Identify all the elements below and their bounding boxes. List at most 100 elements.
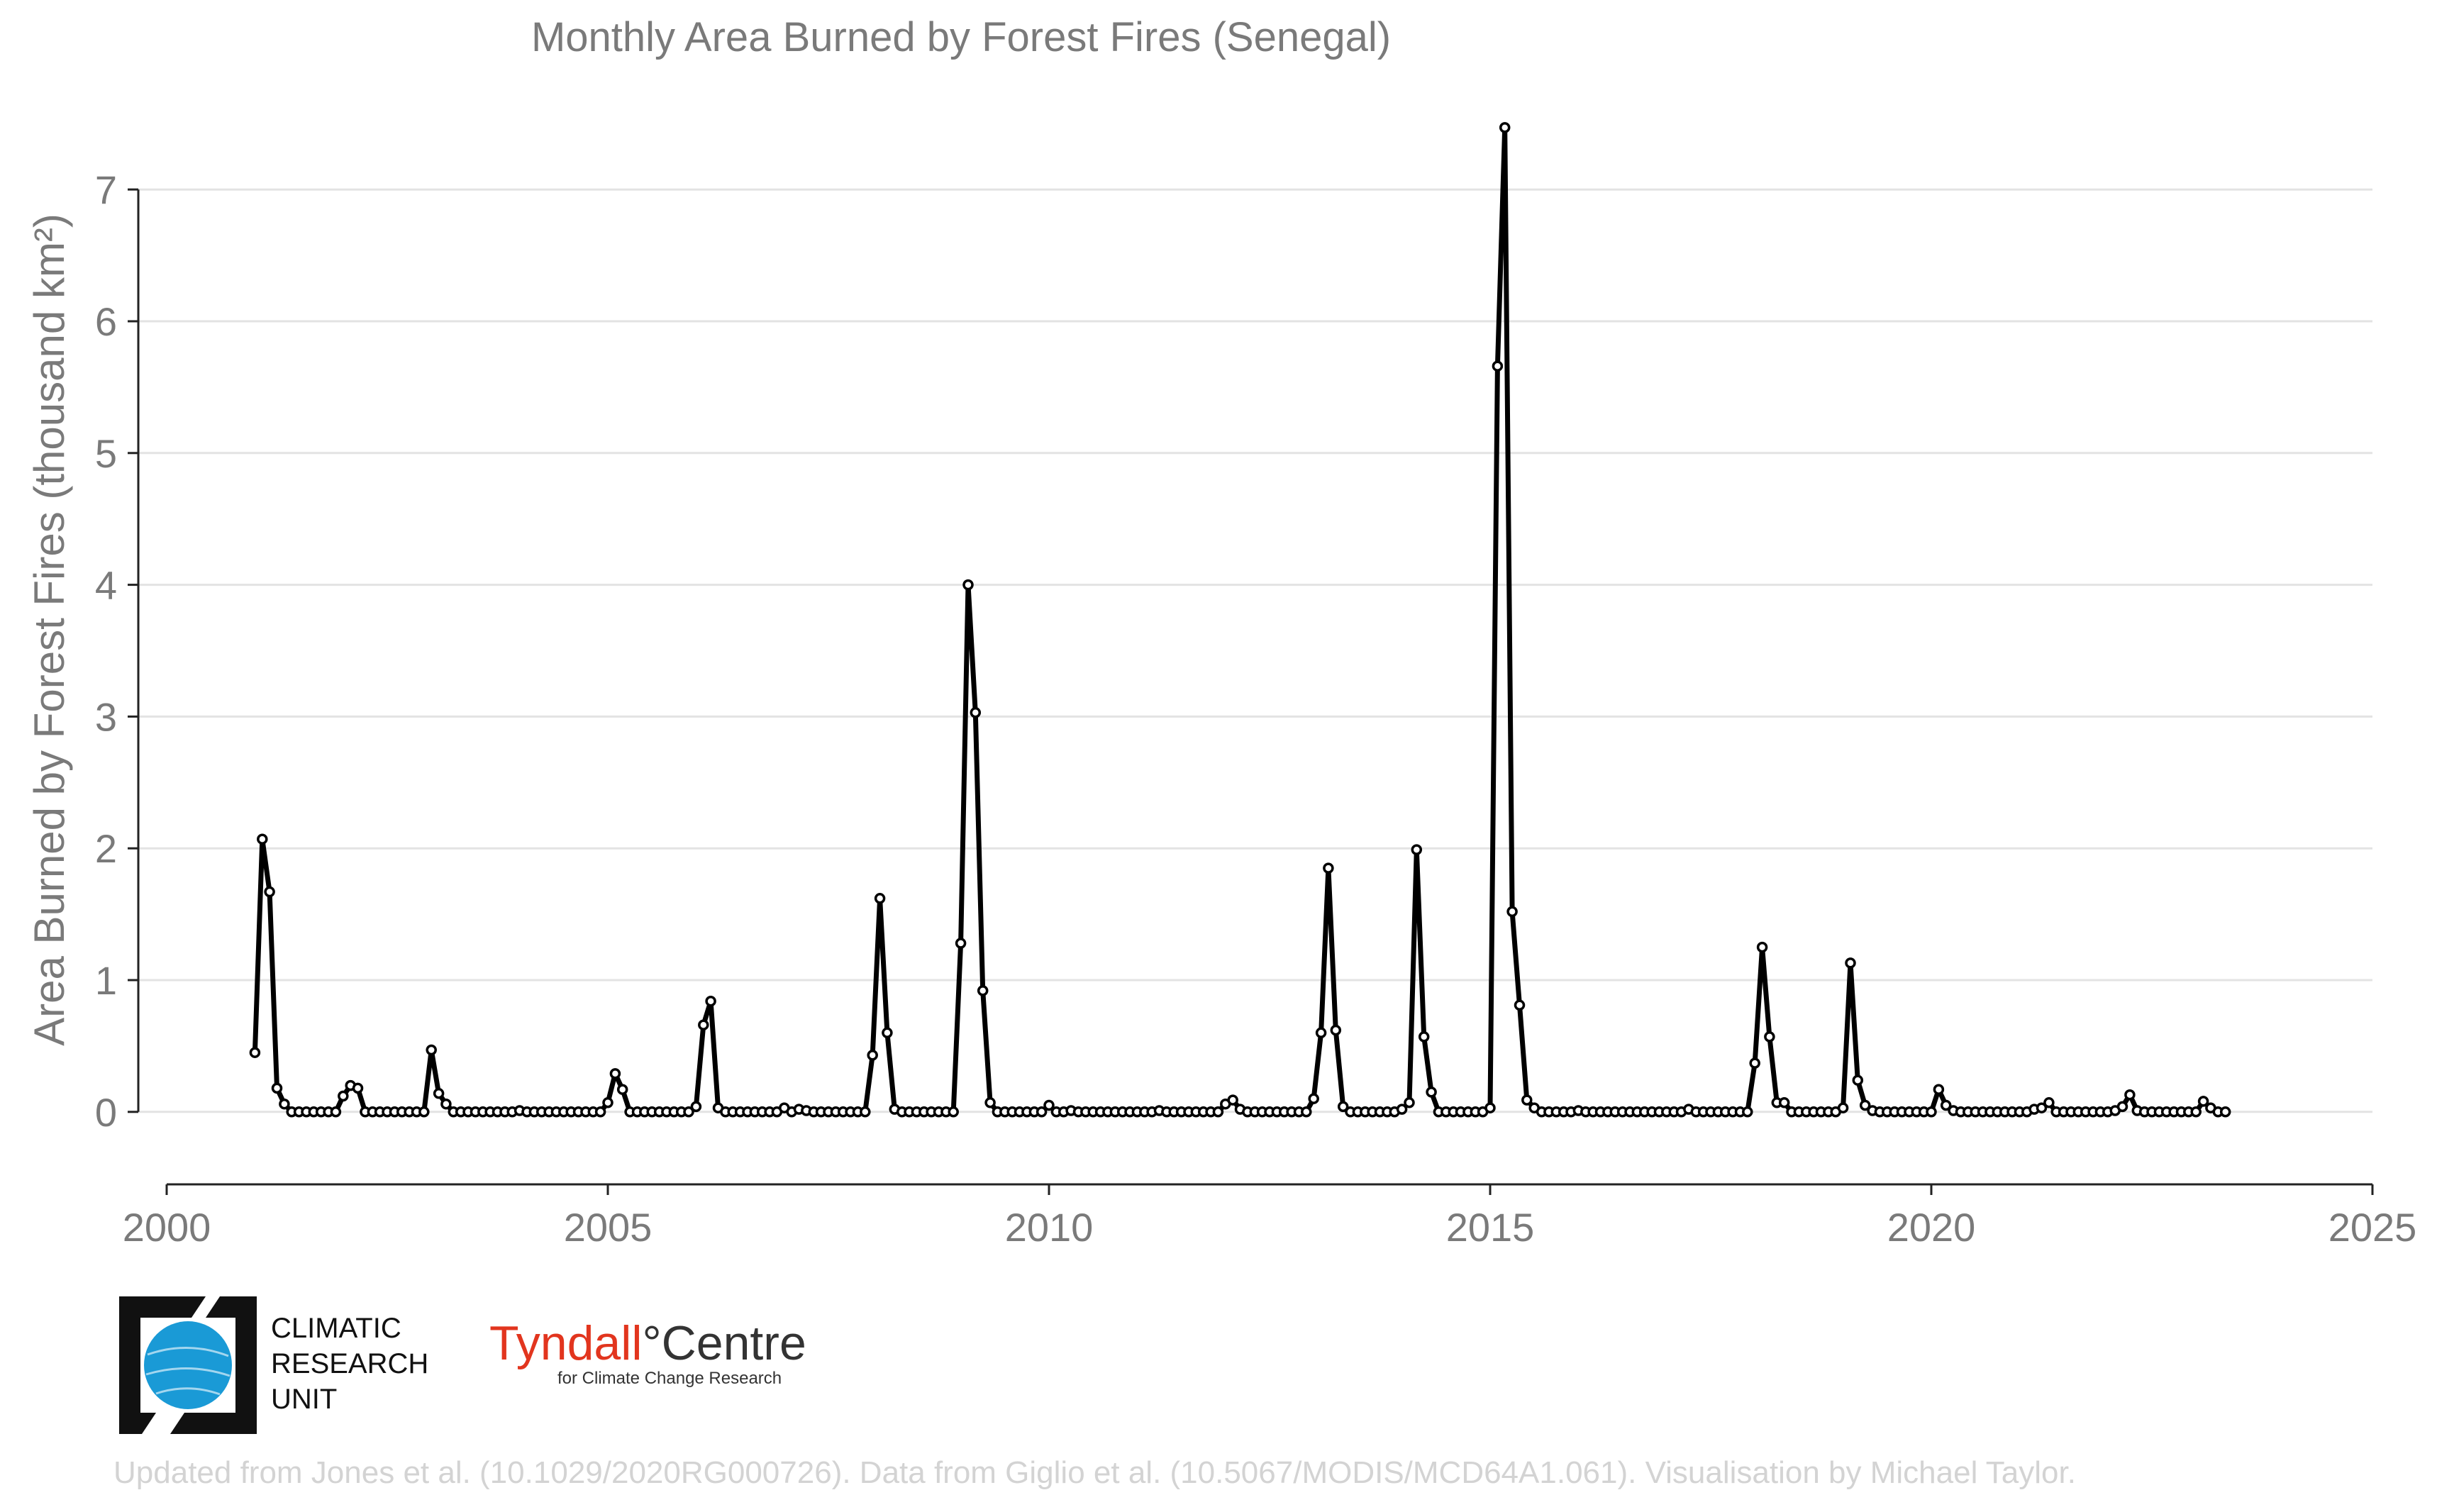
data-point: [690, 1101, 702, 1113]
tyndall-centre: Centre: [661, 1316, 806, 1370]
x-tick-label-2015: 2015: [1446, 1205, 1535, 1250]
data-point: [352, 1082, 364, 1094]
data-point: [1308, 1093, 1319, 1104]
data-point: [338, 1090, 349, 1102]
data-point: [2197, 1096, 2209, 1107]
data-point: [257, 833, 268, 845]
data-point: [2219, 1106, 2231, 1118]
data-point: [962, 579, 974, 591]
data-point: [683, 1106, 694, 1118]
data-point: [433, 1088, 445, 1099]
data-point: [1212, 1106, 1224, 1118]
axes: [137, 189, 2372, 1186]
data-point: [984, 1097, 996, 1108]
y-tick-label-3: 3: [95, 694, 117, 739]
y-axis-label: Area Burned by Forest Fires (thousand km…: [26, 213, 73, 1046]
x-axis-ticks: 2000 2005 2010 2015 2020 2025: [123, 1184, 2417, 1250]
data-point: [1778, 1097, 1790, 1108]
data-point: [1521, 1094, 1533, 1106]
chart: Monthly Area Burned by Forest Fires (Sen…: [26, 14, 2417, 1250]
y-tick-label-7: 7: [95, 167, 117, 212]
data-point: [1742, 1106, 1753, 1118]
data-point: [705, 995, 716, 1007]
data-point: [970, 707, 982, 718]
data-point: [698, 1019, 709, 1030]
data-point: [418, 1106, 430, 1118]
data-point: [1756, 941, 1768, 953]
credit-text: Updated from Jones et al. (10.1029/2020R…: [113, 1455, 2076, 1490]
data-point: [1227, 1094, 1238, 1106]
data-point: [1492, 360, 1504, 372]
data-point: [1323, 862, 1334, 874]
data-point: [1330, 1024, 1342, 1036]
data-point: [1426, 1086, 1437, 1098]
data-point: [271, 1082, 283, 1094]
data-point: [1940, 1099, 1952, 1111]
data-point: [2190, 1106, 2202, 1118]
data-point: [1852, 1074, 1864, 1086]
data-point: [1411, 844, 1423, 855]
x-tick-label-2005: 2005: [564, 1205, 653, 1250]
data-point: [1315, 1027, 1327, 1039]
data-point: [1764, 1031, 1775, 1043]
cru-line-1: CLIMATIC: [271, 1313, 401, 1344]
data-point: [1749, 1057, 1760, 1069]
gridlines: [138, 188, 2372, 1113]
y-tick-label-0: 0: [95, 1090, 117, 1135]
data-point: [1036, 1106, 1048, 1118]
data-point: [426, 1044, 437, 1056]
y-tick-label-5: 5: [95, 431, 117, 476]
cru-line-2: RESEARCH: [271, 1348, 429, 1379]
data-point: [594, 1106, 606, 1118]
data-point: [1396, 1104, 1408, 1115]
data-point: [1418, 1031, 1430, 1043]
data-point: [249, 1047, 261, 1058]
data-point: [977, 985, 989, 996]
data-point: [1514, 999, 1526, 1011]
data-point: [279, 1098, 290, 1110]
data-point: [1933, 1084, 1945, 1095]
data-point: [609, 1068, 621, 1079]
series-area-burned: [249, 122, 2231, 1118]
data-point: [948, 1106, 959, 1118]
data-point: [2124, 1089, 2136, 1101]
data-point: [1506, 906, 1518, 918]
y-tick-label-2: 2: [95, 826, 117, 871]
cru-logo-text: CLIMATIC RESEARCH UNIT: [271, 1311, 428, 1417]
cru-line-3: UNIT: [271, 1384, 338, 1415]
data-point: [1301, 1106, 1312, 1118]
data-point: [874, 893, 886, 904]
data-point: [1859, 1099, 1871, 1111]
y-axis-ticks: 0 1 2 3 4 5 6 7: [95, 167, 138, 1135]
data-point: [882, 1027, 893, 1039]
data-point: [1337, 1101, 1349, 1113]
cru-logo: [113, 1291, 262, 1440]
y-tick-label-1: 1: [95, 958, 117, 1003]
x-tick-label-2025: 2025: [2328, 1205, 2417, 1250]
cru-globe-icon: [119, 1296, 257, 1434]
data-point: [1837, 1102, 1849, 1113]
y-tick-label-6: 6: [95, 299, 117, 344]
data-point: [955, 938, 967, 949]
data-point: [867, 1050, 878, 1061]
data-point: [2116, 1101, 2128, 1113]
data-point: [616, 1084, 628, 1095]
data-point: [2036, 1102, 2048, 1113]
data-point: [2043, 1097, 2055, 1108]
tyndall-degree: °: [642, 1316, 662, 1370]
data-point: [1926, 1106, 1937, 1118]
data-point: [1845, 957, 1856, 969]
x-tick-label-2010: 2010: [1005, 1205, 1094, 1250]
x-tick-label-2020: 2020: [1887, 1205, 1976, 1250]
y-tick-label-4: 4: [95, 563, 117, 608]
data-point: [602, 1097, 614, 1108]
x-tick-label-2000: 2000: [123, 1205, 211, 1250]
data-point: [330, 1106, 342, 1118]
data-point: [264, 886, 275, 898]
series-line: [252, 125, 2226, 1115]
data-point: [1404, 1097, 1415, 1108]
data-point: [1043, 1099, 1055, 1111]
data-point: [1484, 1102, 1496, 1113]
data-point: [860, 1106, 871, 1118]
tyndall-logo: Tyndall°Centre for Climate Change Resear…: [489, 1318, 806, 1389]
